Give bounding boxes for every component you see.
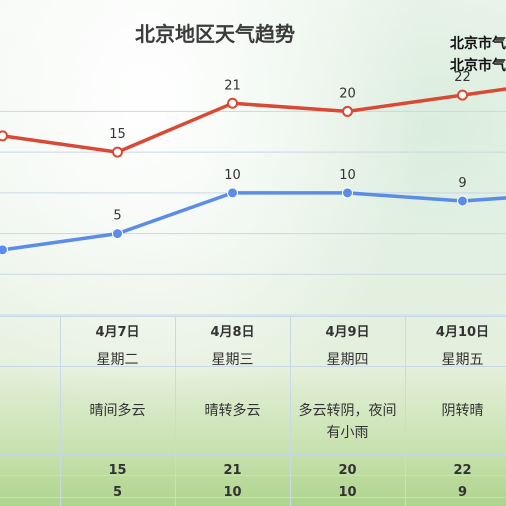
low-temp-cell: 10 <box>223 485 242 500</box>
data-point-high <box>457 89 468 101</box>
low-temp-cell: 10 <box>338 485 357 500</box>
data-point-low <box>112 228 123 240</box>
high-temp-cell: 15 <box>108 463 127 478</box>
data-label-high: 20 <box>339 86 356 101</box>
weather-cell <box>0 400 58 444</box>
column-divider <box>60 316 61 506</box>
forecast-table: 4月7日星期二晴间多云 15 5 4月8日星期三晴转多云 21 10 4月9日星期四多云转阴… <box>0 316 506 506</box>
table-divider <box>0 475 506 476</box>
weekday-cell: 星期二 <box>96 352 139 368</box>
data-label-low: 5 <box>113 209 121 224</box>
legend-low: 北京市气温最低 <box>450 58 506 74</box>
low-temp-cell: 5 <box>112 485 123 500</box>
legend-high: 北京市气温最高 <box>450 36 506 52</box>
table-divider <box>0 454 506 455</box>
data-point-high <box>112 146 123 158</box>
data-label-high: 15 <box>109 127 126 142</box>
data-point-low <box>342 187 353 199</box>
data-point-high <box>342 105 353 117</box>
weekday-cell: 星期五 <box>441 352 484 368</box>
column-divider <box>405 316 406 506</box>
data-point-low <box>0 244 8 256</box>
data-label-low: 10 <box>224 168 241 183</box>
line-chart: 15 21 20 22 5 10 10 9 <box>0 70 506 316</box>
weekday-cell: 星期四 <box>326 352 369 368</box>
weather-cell: 晴转多云 <box>204 403 261 419</box>
date-cell: 4月8日 <box>210 325 255 340</box>
data-label-low: 9 <box>458 176 466 191</box>
data-label-high: 21 <box>224 78 241 93</box>
high-temp-cell: 22 <box>453 463 472 478</box>
high-temp-cell: 21 <box>223 463 242 478</box>
date-cell: 4月7日 <box>95 325 140 340</box>
weather-cell: 阴转晴 <box>441 403 484 419</box>
data-point-high <box>227 97 238 109</box>
column-divider <box>290 316 291 506</box>
column-divider <box>175 316 176 506</box>
date-cell: 4月10日 <box>435 325 490 340</box>
series-line-low <box>2 191 506 252</box>
low-temp-cell: 9 <box>457 485 468 500</box>
data-label-low: 10 <box>339 168 356 183</box>
high-temp-cell: 20 <box>338 463 357 478</box>
table-divider <box>0 316 506 317</box>
table-divider <box>0 366 506 367</box>
weather-cell: 晴间多云 <box>89 403 146 419</box>
data-point-low <box>227 187 238 199</box>
weather-cell: 多云转阴，夜间有小雨 <box>298 403 397 441</box>
table-divider <box>0 497 506 498</box>
weekday-cell: 星期三 <box>211 352 254 368</box>
series-line-high <box>2 87 506 154</box>
chart-title: 北京地区天气趋势 <box>135 22 295 46</box>
grass-background <box>0 366 506 506</box>
data-point-high <box>0 130 8 142</box>
data-label-high: 22 <box>454 70 471 85</box>
date-cell: 4月9日 <box>325 325 370 340</box>
data-point-low <box>457 195 468 207</box>
